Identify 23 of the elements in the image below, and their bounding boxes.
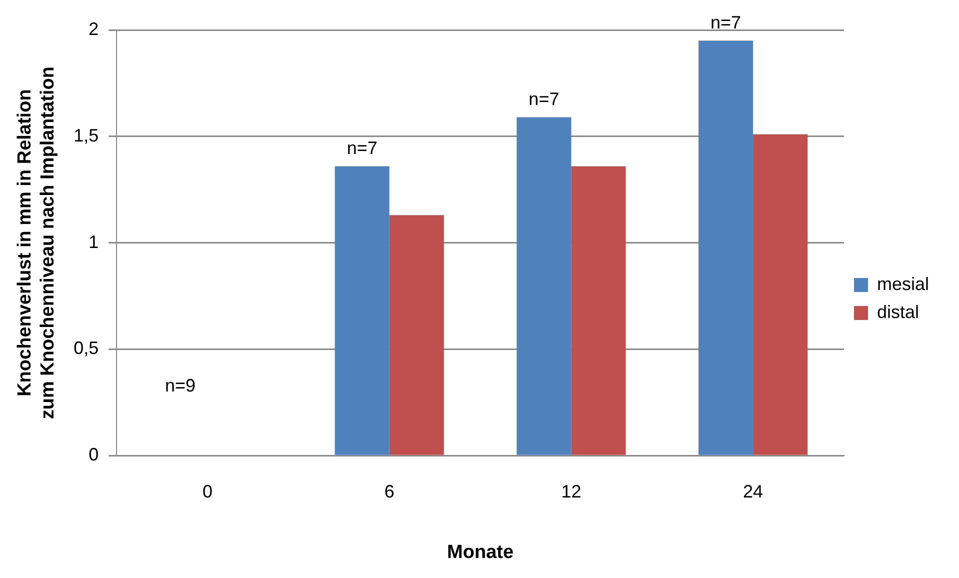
legend-label: mesial — [876, 274, 929, 294]
bar — [516, 117, 572, 455]
y-tick-label: 0 — [88, 444, 99, 465]
bar — [334, 166, 390, 455]
x-axis-title: Monate — [447, 542, 514, 563]
x-tick-label: 12 — [561, 481, 582, 502]
annotation: n=7 — [346, 138, 378, 158]
annotation: n=7 — [528, 89, 560, 110]
bar — [389, 215, 444, 455]
x-tick-label: 6 — [384, 481, 394, 502]
y-tick-label: 1,5 — [74, 125, 99, 146]
x-tick-label: 0 — [202, 481, 213, 502]
x-tick-label: 24 — [743, 481, 764, 502]
y-axis-title: Knochenverlust in mm in Relation zum Knochenniveau nach Implantation — [14, 66, 58, 420]
legend-label: distal — [876, 302, 920, 322]
bar — [753, 134, 808, 455]
bar — [571, 166, 626, 455]
y-tick-label: 0,5 — [74, 338, 99, 358]
y-tick-label: 1 — [88, 232, 99, 252]
bar — [698, 40, 754, 455]
annotation: n=9 — [164, 376, 196, 396]
y-tick-label: 2 — [88, 18, 99, 39]
annotation: n=7 — [710, 12, 742, 33]
